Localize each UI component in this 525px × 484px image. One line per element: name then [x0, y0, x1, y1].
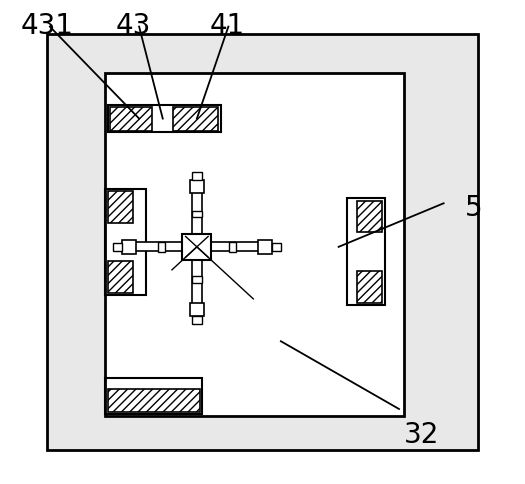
Bar [229, 242, 236, 252]
Bar [346, 198, 385, 305]
Bar [192, 260, 202, 306]
Bar [110, 107, 152, 131]
Text: 43: 43 [116, 12, 151, 40]
Bar [258, 240, 271, 254]
Bar [105, 378, 202, 414]
Bar [211, 242, 261, 251]
Bar [190, 303, 204, 316]
Text: 5: 5 [465, 194, 482, 222]
Bar [158, 242, 165, 252]
Bar [192, 316, 202, 324]
Text: 41: 41 [210, 12, 245, 40]
Bar [47, 34, 478, 450]
Bar [108, 389, 200, 412]
Bar [108, 105, 220, 132]
Text: 32: 32 [404, 421, 439, 449]
Bar [132, 242, 182, 251]
Bar [183, 234, 211, 260]
Bar [192, 276, 202, 283]
Text: 431: 431 [21, 12, 74, 40]
Bar [190, 180, 204, 193]
Bar [105, 189, 146, 295]
Bar [192, 188, 202, 234]
Bar [192, 172, 202, 180]
Bar [357, 201, 382, 232]
Bar [105, 73, 404, 416]
Bar [108, 191, 133, 223]
Bar [122, 240, 136, 254]
Bar [357, 271, 382, 302]
Bar [173, 107, 218, 131]
Bar [271, 242, 281, 251]
Bar [108, 261, 133, 293]
Bar [113, 242, 122, 251]
Bar [192, 211, 202, 217]
